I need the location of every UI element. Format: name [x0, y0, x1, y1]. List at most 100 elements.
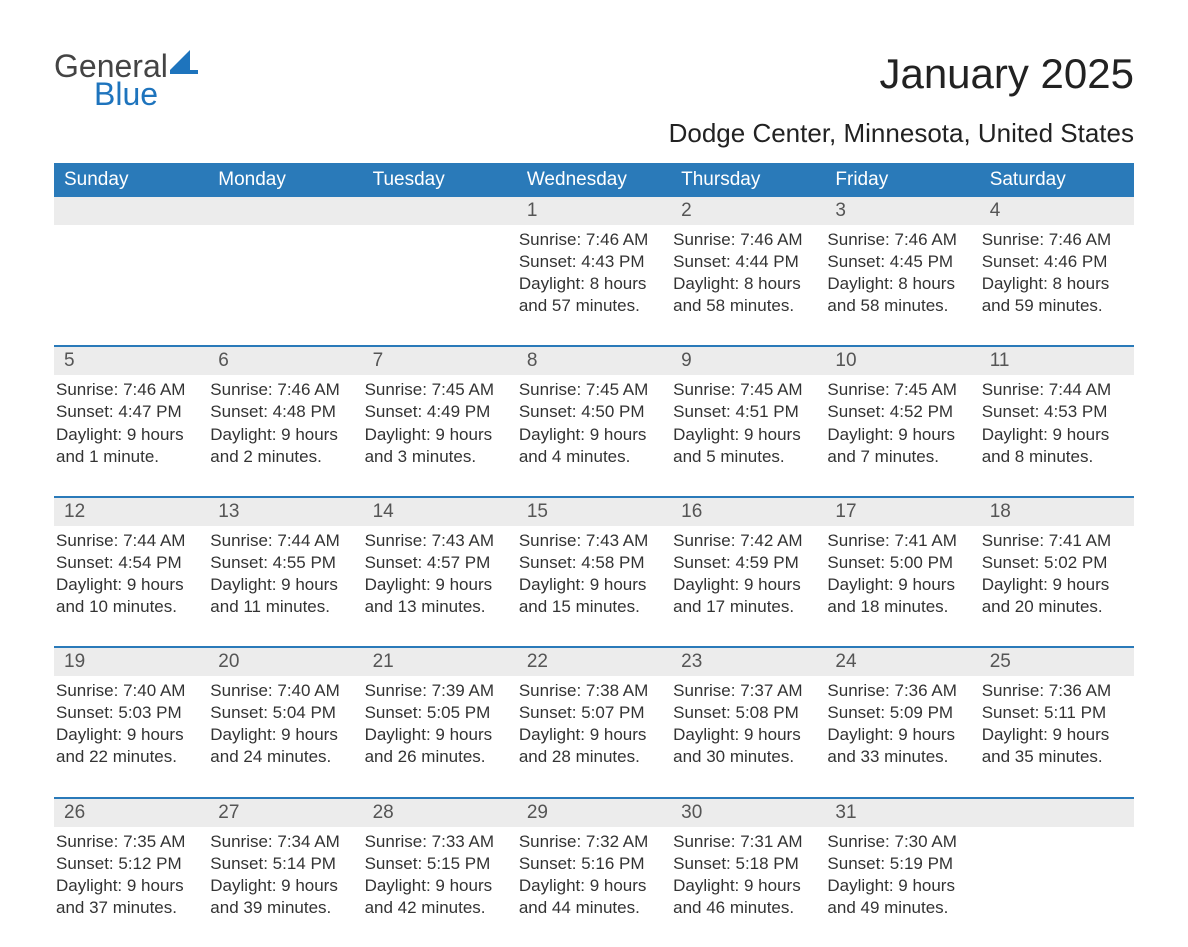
day-number: 25: [980, 648, 1134, 676]
sunset-text: Sunset: 4:43 PM: [519, 251, 661, 273]
day-number: [980, 799, 1134, 827]
sunrise-text: Sunrise: 7:41 AM: [982, 530, 1124, 552]
day-content: Sunrise: 7:37 AMSunset: 5:08 PMDaylight:…: [671, 676, 825, 768]
daylight-text: Daylight: 9 hours and 37 minutes.: [56, 875, 198, 919]
sunset-text: Sunset: 5:15 PM: [365, 853, 507, 875]
sunrise-text: Sunrise: 7:46 AM: [982, 229, 1124, 251]
day-number: 21: [363, 648, 517, 676]
day-content: Sunrise: 7:36 AMSunset: 5:09 PMDaylight:…: [825, 676, 979, 768]
sunrise-text: Sunrise: 7:38 AM: [519, 680, 661, 702]
day-number: [54, 197, 208, 225]
sunset-text: Sunset: 5:05 PM: [365, 702, 507, 724]
calendar-day-cell: 4Sunrise: 7:46 AMSunset: 4:46 PMDaylight…: [980, 197, 1134, 346]
sunset-text: Sunset: 5:08 PM: [673, 702, 815, 724]
day-number: 6: [208, 347, 362, 375]
sunset-text: Sunset: 4:49 PM: [365, 401, 507, 423]
sunrise-text: Sunrise: 7:46 AM: [519, 229, 661, 251]
calendar-day-cell: 1Sunrise: 7:46 AMSunset: 4:43 PMDaylight…: [517, 197, 671, 346]
daylight-text: Daylight: 9 hours and 4 minutes.: [519, 424, 661, 468]
daylight-text: Daylight: 9 hours and 10 minutes.: [56, 574, 198, 618]
day-number: 31: [825, 799, 979, 827]
sunrise-text: Sunrise: 7:35 AM: [56, 831, 198, 853]
daylight-text: Daylight: 9 hours and 17 minutes.: [673, 574, 815, 618]
calendar-day-cell: 20Sunrise: 7:40 AMSunset: 5:04 PMDayligh…: [208, 647, 362, 797]
day-number: 26: [54, 799, 208, 827]
day-content: Sunrise: 7:42 AMSunset: 4:59 PMDaylight:…: [671, 526, 825, 618]
sunrise-text: Sunrise: 7:45 AM: [365, 379, 507, 401]
calendar-day-cell: 24Sunrise: 7:36 AMSunset: 5:09 PMDayligh…: [825, 647, 979, 797]
day-content: Sunrise: 7:45 AMSunset: 4:49 PMDaylight:…: [363, 375, 517, 467]
day-content: Sunrise: 7:46 AMSunset: 4:43 PMDaylight:…: [517, 225, 671, 317]
daylight-text: Daylight: 9 hours and 28 minutes.: [519, 724, 661, 768]
day-content: [363, 225, 517, 305]
day-number: 16: [671, 498, 825, 526]
daylight-text: Daylight: 9 hours and 20 minutes.: [982, 574, 1124, 618]
day-content: Sunrise: 7:46 AMSunset: 4:47 PMDaylight:…: [54, 375, 208, 467]
day-header: Sunday: [54, 163, 208, 197]
sunrise-text: Sunrise: 7:46 AM: [56, 379, 198, 401]
day-number: 29: [517, 799, 671, 827]
day-number: 3: [825, 197, 979, 225]
sunset-text: Sunset: 5:09 PM: [827, 702, 969, 724]
sunrise-text: Sunrise: 7:42 AM: [673, 530, 815, 552]
sunrise-text: Sunrise: 7:33 AM: [365, 831, 507, 853]
calendar-day-cell: 21Sunrise: 7:39 AMSunset: 5:05 PMDayligh…: [363, 647, 517, 797]
calendar-day-cell: 26Sunrise: 7:35 AMSunset: 5:12 PMDayligh…: [54, 798, 208, 947]
day-header: Saturday: [980, 163, 1134, 197]
day-number: 8: [517, 347, 671, 375]
day-header: Thursday: [671, 163, 825, 197]
calendar-day-cell: 18Sunrise: 7:41 AMSunset: 5:02 PMDayligh…: [980, 497, 1134, 647]
daylight-text: Daylight: 9 hours and 15 minutes.: [519, 574, 661, 618]
sunset-text: Sunset: 4:47 PM: [56, 401, 198, 423]
location-subtitle: Dodge Center, Minnesota, United States: [54, 118, 1134, 149]
day-number: 10: [825, 347, 979, 375]
sunrise-text: Sunrise: 7:34 AM: [210, 831, 352, 853]
sunset-text: Sunset: 5:00 PM: [827, 552, 969, 574]
sunrise-text: Sunrise: 7:43 AM: [519, 530, 661, 552]
day-number: 12: [54, 498, 208, 526]
day-content: Sunrise: 7:31 AMSunset: 5:18 PMDaylight:…: [671, 827, 825, 919]
day-number: 19: [54, 648, 208, 676]
day-number: [208, 197, 362, 225]
sunset-text: Sunset: 5:07 PM: [519, 702, 661, 724]
daylight-text: Daylight: 9 hours and 22 minutes.: [56, 724, 198, 768]
calendar-day-cell: 7Sunrise: 7:45 AMSunset: 4:49 PMDaylight…: [363, 346, 517, 496]
sunset-text: Sunset: 4:45 PM: [827, 251, 969, 273]
daylight-text: Daylight: 9 hours and 5 minutes.: [673, 424, 815, 468]
calendar-day-cell: 16Sunrise: 7:42 AMSunset: 4:59 PMDayligh…: [671, 497, 825, 647]
sunrise-text: Sunrise: 7:43 AM: [365, 530, 507, 552]
sunset-text: Sunset: 4:59 PM: [673, 552, 815, 574]
calendar-day-cell: 23Sunrise: 7:37 AMSunset: 5:08 PMDayligh…: [671, 647, 825, 797]
sunrise-text: Sunrise: 7:41 AM: [827, 530, 969, 552]
sunset-text: Sunset: 4:52 PM: [827, 401, 969, 423]
calendar-day-cell: 13Sunrise: 7:44 AMSunset: 4:55 PMDayligh…: [208, 497, 362, 647]
day-header: Tuesday: [363, 163, 517, 197]
calendar-week-row: 19Sunrise: 7:40 AMSunset: 5:03 PMDayligh…: [54, 647, 1134, 797]
day-header: Friday: [825, 163, 979, 197]
day-number: 7: [363, 347, 517, 375]
day-header: Wednesday: [517, 163, 671, 197]
day-content: Sunrise: 7:34 AMSunset: 5:14 PMDaylight:…: [208, 827, 362, 919]
calendar-day-cell: 12Sunrise: 7:44 AMSunset: 4:54 PMDayligh…: [54, 497, 208, 647]
sunset-text: Sunset: 4:46 PM: [982, 251, 1124, 273]
day-content: Sunrise: 7:38 AMSunset: 5:07 PMDaylight:…: [517, 676, 671, 768]
calendar-day-cell: 22Sunrise: 7:38 AMSunset: 5:07 PMDayligh…: [517, 647, 671, 797]
calendar-day-cell: 15Sunrise: 7:43 AMSunset: 4:58 PMDayligh…: [517, 497, 671, 647]
day-content: Sunrise: 7:44 AMSunset: 4:55 PMDaylight:…: [208, 526, 362, 618]
daylight-text: Daylight: 9 hours and 44 minutes.: [519, 875, 661, 919]
daylight-text: Daylight: 9 hours and 39 minutes.: [210, 875, 352, 919]
day-number: 20: [208, 648, 362, 676]
daylight-text: Daylight: 9 hours and 2 minutes.: [210, 424, 352, 468]
sunset-text: Sunset: 4:50 PM: [519, 401, 661, 423]
sunset-text: Sunset: 5:18 PM: [673, 853, 815, 875]
day-content: Sunrise: 7:39 AMSunset: 5:05 PMDaylight:…: [363, 676, 517, 768]
daylight-text: Daylight: 9 hours and 8 minutes.: [982, 424, 1124, 468]
day-number: 11: [980, 347, 1134, 375]
daylight-text: Daylight: 9 hours and 13 minutes.: [365, 574, 507, 618]
day-number: 5: [54, 347, 208, 375]
sunset-text: Sunset: 4:48 PM: [210, 401, 352, 423]
daylight-text: Daylight: 8 hours and 58 minutes.: [673, 273, 815, 317]
calendar-day-cell: 10Sunrise: 7:45 AMSunset: 4:52 PMDayligh…: [825, 346, 979, 496]
day-number: 17: [825, 498, 979, 526]
daylight-text: Daylight: 9 hours and 42 minutes.: [365, 875, 507, 919]
